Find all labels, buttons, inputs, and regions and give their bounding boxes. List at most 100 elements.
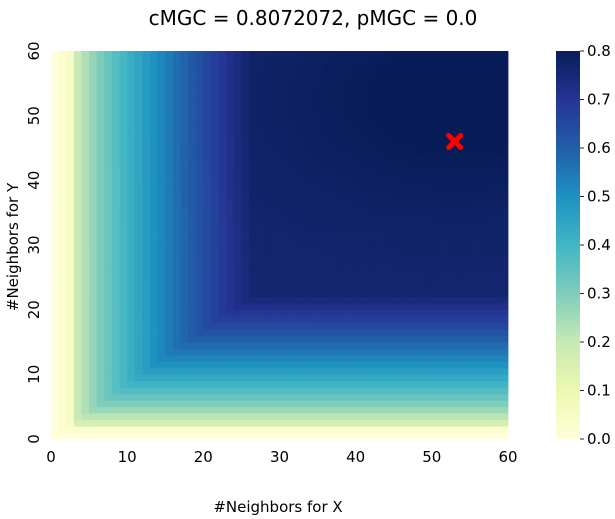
heatmap-cell [439, 148, 448, 155]
heatmap-cell [363, 387, 372, 395]
heatmap-cell [287, 283, 296, 291]
heatmap-cell [447, 387, 456, 395]
heatmap-cell [340, 199, 349, 207]
heatmap-cell [195, 109, 204, 117]
heatmap-cell [81, 270, 90, 278]
heatmap-cell [431, 277, 440, 285]
heatmap-cell [317, 193, 326, 201]
heatmap-cell [203, 361, 212, 369]
heatmap-cell [233, 173, 242, 181]
heatmap-cell [309, 303, 318, 311]
heatmap-cell [188, 63, 197, 71]
heatmap-cell [111, 277, 120, 285]
heatmap-cell [378, 76, 387, 84]
heatmap-cell [363, 160, 372, 168]
heatmap-cell [287, 102, 296, 110]
heatmap-cell [431, 232, 440, 239]
heatmap-cell [271, 141, 280, 149]
heatmap-cell [332, 102, 341, 110]
heatmap-cell [119, 115, 128, 123]
heatmap-cell [492, 432, 501, 440]
heatmap-cell [51, 367, 60, 375]
colorbar-tick-label: 0.5 [587, 188, 611, 206]
heatmap-cell [355, 102, 364, 110]
heatmap-cell [210, 57, 219, 65]
heatmap-cell [332, 89, 341, 97]
heatmap-cell [431, 102, 440, 110]
heatmap-cell [408, 380, 417, 388]
heatmap-cell [81, 367, 90, 375]
heatmap-cell [348, 367, 357, 375]
heatmap-cell [134, 63, 143, 71]
heatmap-cell [188, 225, 197, 233]
heatmap-cell [165, 128, 174, 136]
heatmap-cell [348, 329, 357, 336]
heatmap-cell [348, 413, 357, 420]
heatmap-cell [150, 63, 159, 71]
heatmap-cell [287, 367, 296, 375]
heatmap-cell [416, 102, 425, 110]
heatmap-cell [89, 115, 98, 123]
heatmap-cell [104, 135, 113, 142]
heatmap-cell [104, 180, 113, 188]
heatmap-cell [111, 102, 120, 110]
heatmap-cell [271, 148, 280, 155]
heatmap-cell [264, 387, 273, 395]
heatmap-cell [469, 432, 478, 440]
heatmap-cell [233, 206, 242, 214]
heatmap-cell [294, 290, 303, 298]
heatmap-cell [469, 406, 478, 414]
heatmap-cell [317, 141, 326, 149]
heatmap-cell [188, 148, 197, 155]
heatmap-cell [302, 141, 311, 149]
heatmap-cell [340, 212, 349, 220]
heatmap-cell [218, 374, 227, 382]
heatmap-cell [424, 148, 433, 155]
heatmap-cell [127, 348, 136, 356]
heatmap-cell [271, 303, 280, 311]
heatmap-cell [447, 329, 456, 336]
heatmap-cell [134, 296, 143, 304]
x-tick-label: 40 [346, 448, 365, 466]
heatmap-cell [150, 316, 159, 323]
heatmap-cell [325, 154, 334, 162]
heatmap-cell [340, 135, 349, 142]
heatmap-cell [111, 148, 120, 155]
heatmap-cell [294, 232, 303, 239]
heatmap-cell [302, 122, 311, 129]
heatmap-cell [210, 426, 219, 433]
heatmap-cell [500, 342, 509, 349]
heatmap-cell [81, 238, 90, 246]
heatmap-cell [447, 251, 456, 259]
heatmap-cell [348, 290, 357, 298]
heatmap-cell [249, 354, 258, 362]
heatmap-cell [119, 400, 128, 408]
heatmap-cell [363, 251, 372, 259]
heatmap-cell [172, 264, 181, 272]
heatmap-cell [340, 283, 349, 291]
heatmap-cell [104, 413, 113, 420]
heatmap-cell [58, 432, 67, 440]
heatmap-cell [96, 257, 105, 265]
heatmap-cell [89, 219, 98, 226]
heatmap-cell [226, 219, 235, 226]
heatmap-cell [469, 232, 478, 239]
heatmap-cell [165, 245, 174, 252]
heatmap-cell [408, 199, 417, 207]
heatmap-cell [81, 193, 90, 201]
heatmap-cell [393, 406, 402, 414]
heatmap-cell [447, 212, 456, 220]
heatmap-cell [317, 277, 326, 285]
heatmap-cell [188, 232, 197, 239]
heatmap-cell [355, 316, 364, 323]
heatmap-cell [66, 96, 75, 104]
heatmap-cell [309, 283, 318, 291]
heatmap-cell [393, 393, 402, 401]
heatmap-cell [500, 102, 509, 110]
heatmap-cell [294, 70, 303, 78]
heatmap-cell [485, 400, 494, 408]
heatmap-cell [302, 57, 311, 65]
heatmap-cell [210, 290, 219, 298]
heatmap-cell [73, 426, 82, 433]
heatmap-cell [226, 238, 235, 246]
